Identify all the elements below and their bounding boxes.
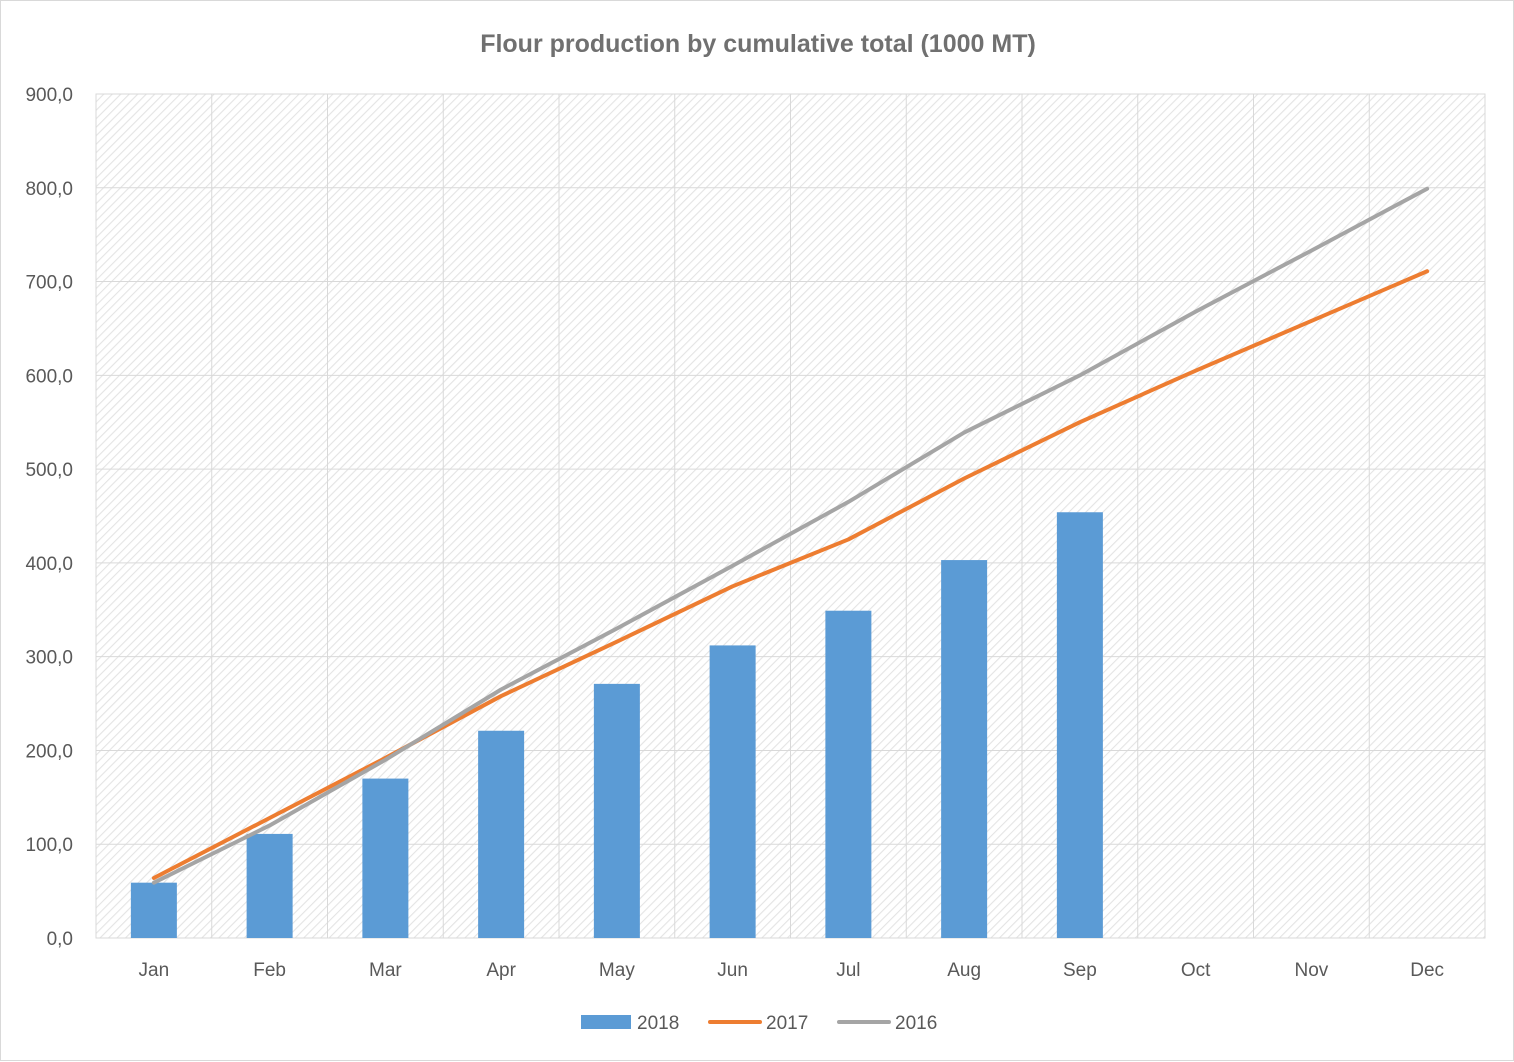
y-tick-label: 800,0 xyxy=(25,179,73,200)
y-tick-label: 600,0 xyxy=(25,366,73,387)
legend-label-2016: 2016 xyxy=(895,1013,937,1034)
bar-2018-may xyxy=(593,683,640,938)
plot-border xyxy=(95,93,1486,939)
x-tick-label: Jan xyxy=(139,960,170,981)
y-tick-label: 100,0 xyxy=(25,835,73,856)
chart-title: Flour production by cumulative total (10… xyxy=(480,30,1036,58)
line-2016 xyxy=(151,186,1430,885)
bar-2018-sep xyxy=(1056,512,1103,938)
y-tick-label: 700,0 xyxy=(25,273,73,294)
bar-series xyxy=(130,512,1103,938)
x-tick-label: Oct xyxy=(1181,960,1211,981)
legend-swatch-2018 xyxy=(581,1015,631,1029)
gridlines xyxy=(95,93,1486,939)
x-tick-label: Aug xyxy=(947,960,981,981)
x-tick-label: Jun xyxy=(717,960,748,981)
y-tick-label: 200,0 xyxy=(25,741,73,762)
x-tick-label: May xyxy=(599,960,635,981)
y-tick-label: 900,0 xyxy=(25,85,73,106)
bar-2018-jun xyxy=(709,645,756,938)
bar-2018-aug xyxy=(941,560,988,938)
y-axis: 0,0 100,0 200,0 300,0 400,0 500,0 600,0 700,0 80… xyxy=(25,85,73,950)
legend: 2018 2017 2016 xyxy=(581,1013,937,1034)
x-tick-label: Dec xyxy=(1410,960,1444,981)
x-axis: Jan Feb Mar Apr May Jun Jul Aug Sep Oct Nov Dec xyxy=(139,960,1444,981)
bar-2018-mar xyxy=(362,778,409,938)
y-tick-label: 300,0 xyxy=(25,648,73,669)
y-tick-label: 500,0 xyxy=(25,460,73,481)
bar-2018-feb xyxy=(246,833,293,938)
x-tick-label: Jul xyxy=(836,960,860,981)
legend-label-2017: 2017 xyxy=(766,1013,808,1034)
x-tick-label: Nov xyxy=(1294,960,1328,981)
x-tick-label: Sep xyxy=(1063,960,1097,981)
line-series xyxy=(151,186,1430,885)
legend-label-2018: 2018 xyxy=(637,1013,679,1034)
line-2017 xyxy=(151,269,1430,880)
y-tick-label: 400,0 xyxy=(25,554,73,575)
x-tick-label: Apr xyxy=(486,960,516,981)
bar-2018-apr xyxy=(478,730,525,938)
x-tick-label: Feb xyxy=(253,960,286,981)
bar-2018-jul xyxy=(825,610,872,938)
x-tick-label: Mar xyxy=(369,960,402,981)
y-tick-label: 0,0 xyxy=(47,929,73,950)
bar-2018-jan xyxy=(130,882,177,938)
